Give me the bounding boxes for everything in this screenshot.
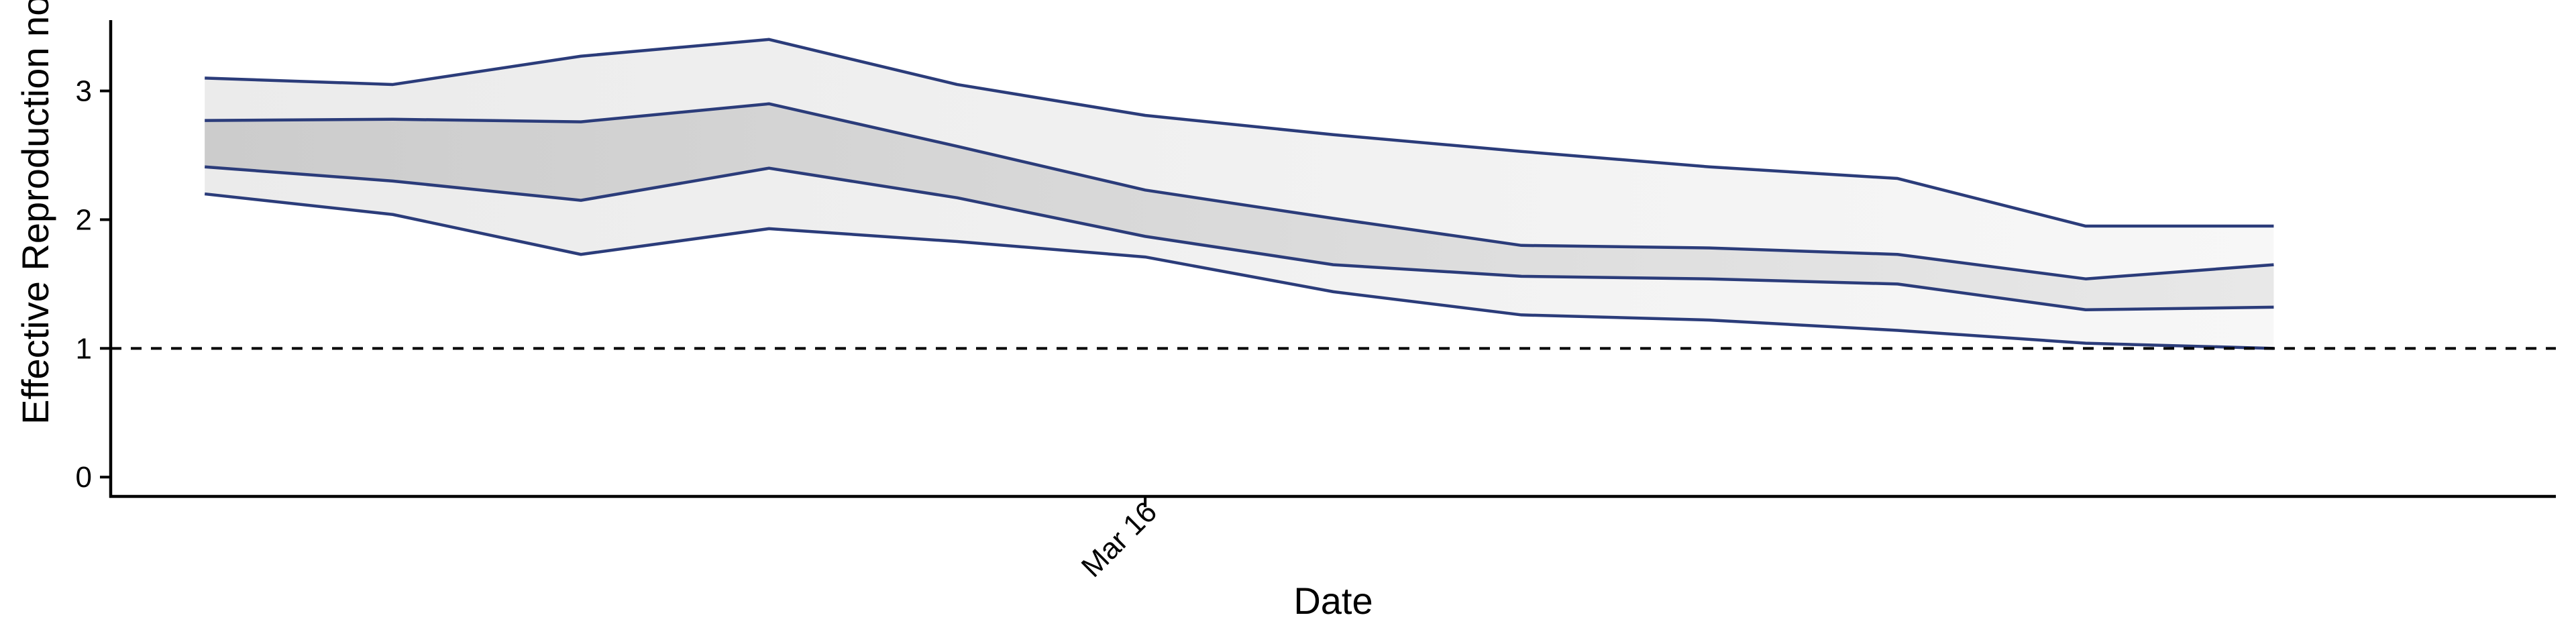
y-axis-title: Effective Reproduction no.: [14, 0, 56, 425]
series-line-outer-lower: [204, 192, 2274, 350]
y-ticks: 0 1 2 3: [76, 75, 111, 494]
credible-interval-bands: [205, 39, 2274, 349]
x-ticks: Mar 16: [1075, 495, 1163, 583]
x-axis-title: Date: [1293, 580, 1373, 622]
series-lines: [204, 38, 2274, 350]
series-line-inner-upper: [205, 102, 2274, 280]
inner-credible-band: [205, 103, 2274, 310]
y-tick-label: 3: [76, 75, 92, 108]
y-tick-label: 2: [76, 203, 92, 236]
y-tick-label: 1: [76, 332, 92, 365]
series-line-outer-upper: [205, 38, 2274, 228]
x-tick-label: Mar 16: [1075, 495, 1163, 583]
y-tick-label: 0: [76, 461, 92, 494]
series-line-inner-lower: [205, 165, 2274, 312]
axes: [109, 20, 2556, 498]
